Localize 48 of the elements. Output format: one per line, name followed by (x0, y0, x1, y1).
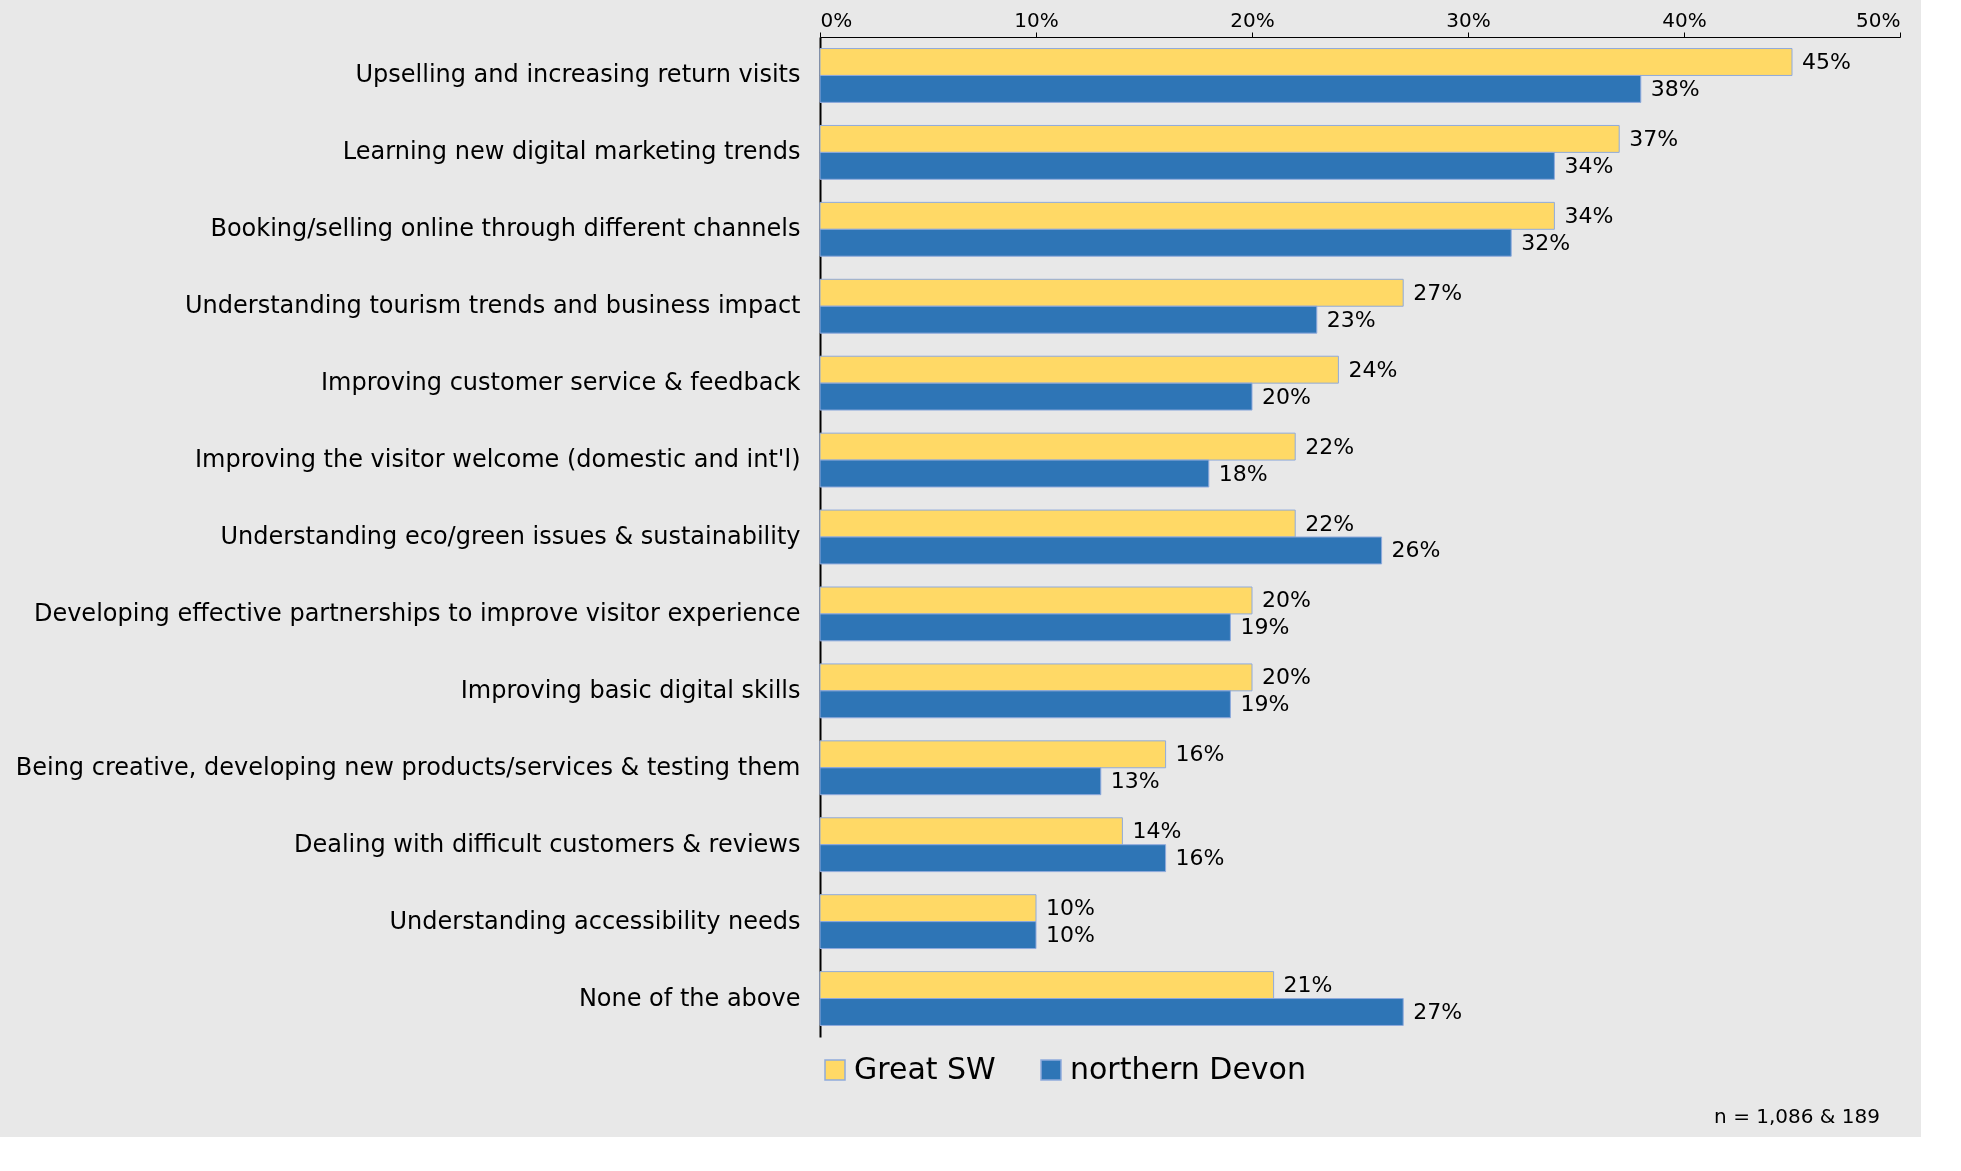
y-tick-label: Upselling and increasing return visits (355, 60, 801, 89)
data-label: 16% (1175, 741, 1225, 767)
data-label: 20% (1262, 587, 1311, 613)
y-tick-label: Dealing with difficult customers & reviews (294, 829, 801, 858)
x-tick-label: 0% (820, 7, 853, 32)
data-label: 37% (1629, 125, 1679, 151)
data-label: 27% (1413, 279, 1463, 305)
y-tick-label: Learning new digital marketing trends (342, 137, 801, 166)
data-label: 45% (1802, 49, 1851, 74)
data-label: 18% (1218, 460, 1268, 486)
y-tick-label: Booking/selling online through different channels (210, 214, 801, 243)
y-tick-label: Improving the visitor welcome (domestic and int'l) (194, 445, 801, 474)
data-label: 13% (1110, 768, 1160, 794)
data-label: 26% (1391, 537, 1441, 563)
text: n = 1,086 & 189 (1714, 1104, 1880, 1128)
data-label: 21% (1283, 972, 1333, 998)
x-tick-label: 20% (1230, 7, 1275, 32)
y-tick-label: Understanding tourism trends and business impact (184, 291, 801, 320)
data-label: 14% (1132, 818, 1182, 844)
data-label: 23% (1326, 306, 1376, 332)
data-label: 20% (1262, 383, 1311, 409)
data-label: 22% (1305, 510, 1355, 536)
y-tick-label: Improving customer service & feedback (321, 368, 801, 397)
data-label: 32% (1521, 229, 1571, 255)
x-tick-label: 40% (1662, 7, 1707, 32)
data-label: 19% (1240, 691, 1290, 717)
data-label: 16% (1175, 845, 1225, 871)
legend-label: Great SW (854, 1051, 996, 1086)
data-label: 38% (1650, 75, 1700, 101)
y-tick-label: Understanding eco/green issues & sustainability (220, 522, 801, 550)
y-tick-label: Developing effective partnerships to improve visitor experience (33, 598, 801, 627)
x-tick-label: 50% (1856, 7, 1901, 32)
data-label: 22% (1305, 433, 1355, 459)
y-tick-label: None of the above (578, 983, 801, 1012)
y-tick-label: Improving basic digital skills (460, 675, 801, 704)
data-label: 27% (1413, 999, 1463, 1024)
y-tick-label: Being creative, developing new products/services & testing them (15, 752, 801, 781)
data-label: 34% (1564, 152, 1614, 178)
x-tick-label: 30% (1446, 7, 1491, 32)
data-label: 24% (1348, 356, 1398, 382)
x-tick-label: 10% (1014, 7, 1059, 32)
data-label: 10% (1046, 922, 1095, 948)
y-tick-label: Understanding accessibility needs (389, 906, 801, 935)
legend-label: northern Devon (1070, 1051, 1306, 1086)
data-label: 19% (1240, 614, 1290, 640)
data-label: 34% (1564, 202, 1614, 228)
data-label: 20% (1262, 664, 1311, 690)
data-label: 10% (1046, 895, 1095, 921)
